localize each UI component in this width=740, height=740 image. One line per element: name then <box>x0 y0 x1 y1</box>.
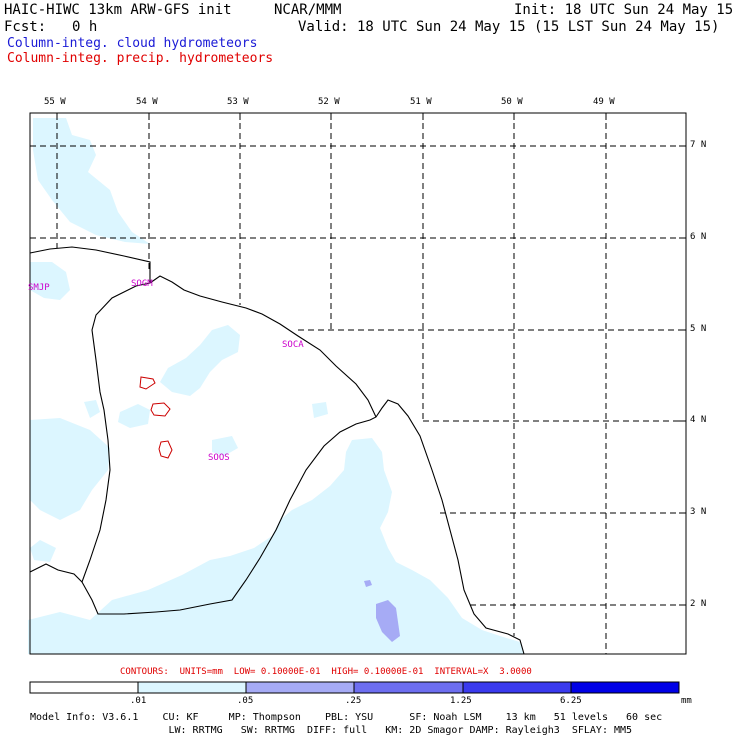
cloud-shading <box>28 118 524 654</box>
station-sogm: SOGM <box>131 279 153 289</box>
colorbar <box>29 681 680 694</box>
lat-label-7n: 7 N <box>690 140 707 150</box>
model-info-line1: Model Info: V3.6.1 CU: KF MP: Thompson P… <box>30 712 663 723</box>
lon-label-52w: 52 W <box>318 97 340 107</box>
lon-label-51w: 51 W <box>410 97 432 107</box>
coastline <box>29 246 525 655</box>
colorbar-unit: mm <box>681 696 692 706</box>
colorbar-label-3: .25 <box>345 696 362 706</box>
lon-label-55w: 55 W <box>44 97 66 107</box>
graticule <box>30 113 686 654</box>
lon-label-49w: 49 W <box>593 97 615 107</box>
lat-label-2n: 2 N <box>690 599 707 609</box>
cloud-field-label: Column-integ. cloud hydrometeors <box>7 36 258 51</box>
colorbar-label-1: .01 <box>130 696 147 706</box>
forecast-value: 0 h <box>72 19 98 35</box>
lat-label-5n: 5 N <box>690 324 707 334</box>
station-smjp: SMJP <box>28 283 50 293</box>
lat-label-3n: 3 N <box>690 507 707 517</box>
map-frame <box>29 112 687 655</box>
init-time: Init: 18 UTC Sun 24 May 15 <box>514 2 734 18</box>
station-soos: SOOS <box>208 453 230 463</box>
lat-label-4n: 4 N <box>690 415 707 425</box>
center-label: NCAR/MMM <box>274 2 342 18</box>
lon-label-53w: 53 W <box>227 97 249 107</box>
forecast-label: Fcst: <box>4 19 47 35</box>
lon-label-50w: 50 W <box>501 97 523 107</box>
contours-note: CONTOURS: UNITS=mm LOW= 0.10000E-01 HIGH… <box>120 667 532 677</box>
valid-time: Valid: 18 UTC Sun 24 May 15 (15 LST Sun … <box>298 19 720 35</box>
lat-label-6n: 6 N <box>690 232 707 242</box>
tick-marks <box>56 113 686 606</box>
station-soca: SOCA <box>282 340 304 350</box>
lon-label-54w: 54 W <box>136 97 158 107</box>
colorbar-label-5: 6.25 <box>560 696 582 706</box>
precip-contours <box>139 376 173 459</box>
precip-field-label: Column-integ. precip. hydrometeors <box>7 51 274 66</box>
plot-title: HAIC-HIWC 13km ARW-GFS init <box>4 2 232 18</box>
model-info-line2: LW: RRTMG SW: RRTMG DIFF: full KM: 2D Sm… <box>30 725 633 736</box>
colorbar-label-2: .05 <box>237 696 254 706</box>
cloud-core <box>364 580 400 642</box>
colorbar-label-4: 1.25 <box>450 696 472 706</box>
